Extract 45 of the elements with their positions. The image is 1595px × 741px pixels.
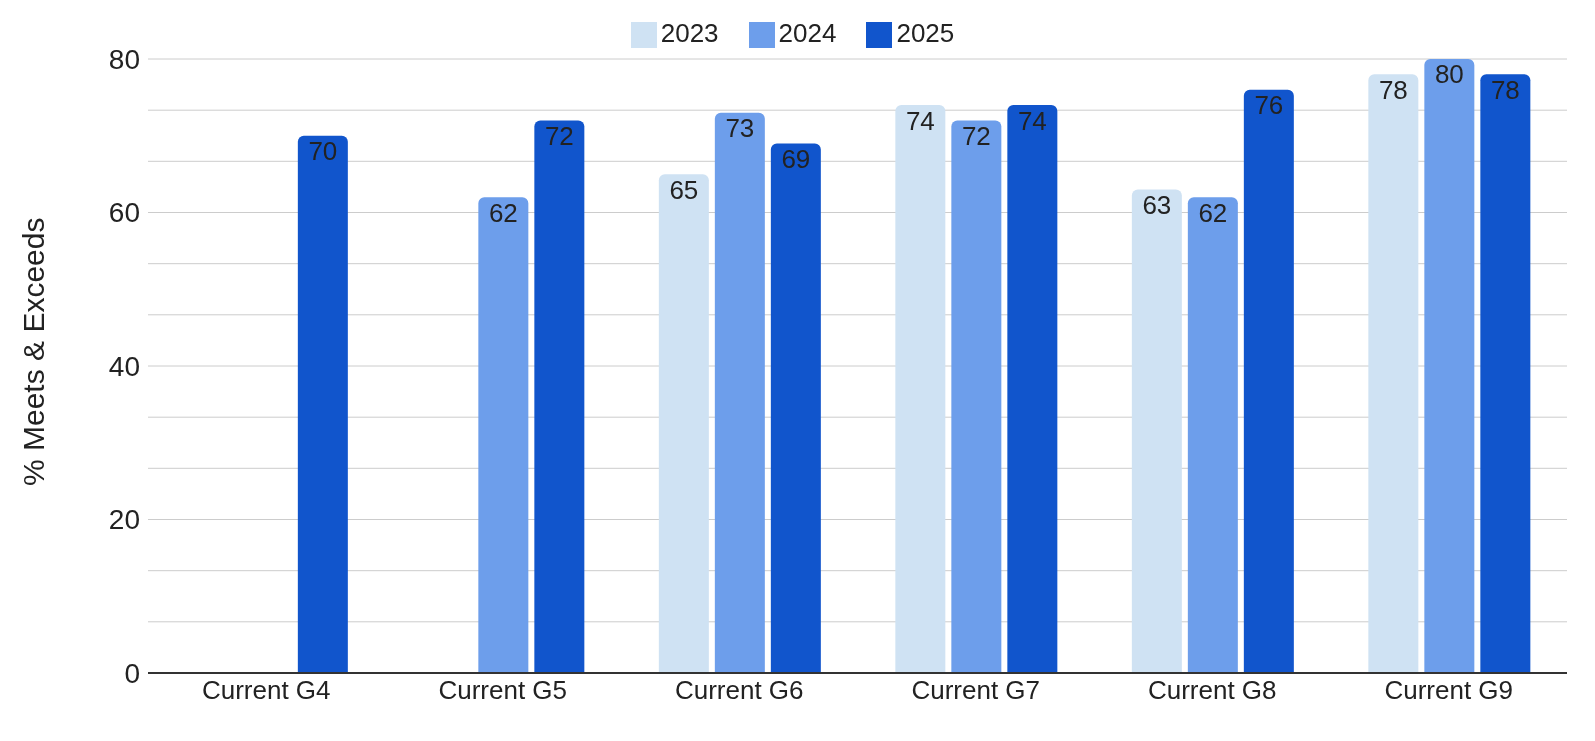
bar (478, 197, 529, 673)
bar (951, 120, 1002, 673)
bar (1424, 59, 1475, 673)
data-label: 72 (961, 120, 991, 151)
y-axis-title: % Meets & Exceeds (16, 217, 50, 486)
legend-label: 2023 (660, 18, 719, 48)
y-tick-label: 60 (108, 197, 140, 229)
data-label: 78 (1490, 74, 1520, 105)
bar (534, 120, 585, 673)
x-tick-label: Current G6 (674, 675, 804, 706)
y-tick-label: 0 (124, 657, 140, 689)
legend-label: 2024 (778, 18, 837, 48)
data-label: 80 (1434, 59, 1464, 90)
x-tick-label: Current G9 (1384, 675, 1514, 706)
data-label: 74 (905, 105, 935, 136)
x-tick-label: Current G5 (438, 675, 568, 706)
bar (770, 143, 821, 673)
data-label: 63 (1142, 189, 1172, 220)
bar (1131, 189, 1182, 673)
data-label: 73 (725, 113, 755, 144)
bar (297, 135, 348, 673)
data-label: 78 (1378, 74, 1408, 105)
x-tick-label: Current G4 (201, 675, 331, 706)
bar (1243, 89, 1294, 673)
bar (1007, 105, 1058, 673)
y-tick-label: 80 (108, 43, 140, 75)
legend-label: 2025 (896, 18, 955, 48)
data-label: 62 (488, 197, 518, 228)
x-tick-label: Current G7 (911, 675, 1041, 706)
x-tick-label: Current G8 (1147, 675, 1277, 706)
data-label: 65 (669, 174, 699, 205)
bar (658, 174, 709, 673)
y-tick-label: 40 (108, 350, 140, 382)
data-label: 70 (308, 136, 338, 167)
bar (895, 105, 946, 673)
bar (1368, 74, 1419, 673)
data-label: 62 (1198, 197, 1228, 228)
data-label: 76 (1254, 90, 1284, 121)
bar (1480, 74, 1531, 673)
y-tick-label: 20 (108, 504, 140, 536)
data-label: 69 (781, 143, 811, 174)
data-label: 72 (544, 120, 574, 151)
bar (714, 112, 765, 673)
data-label: 74 (1017, 105, 1047, 136)
bar (1187, 197, 1238, 673)
